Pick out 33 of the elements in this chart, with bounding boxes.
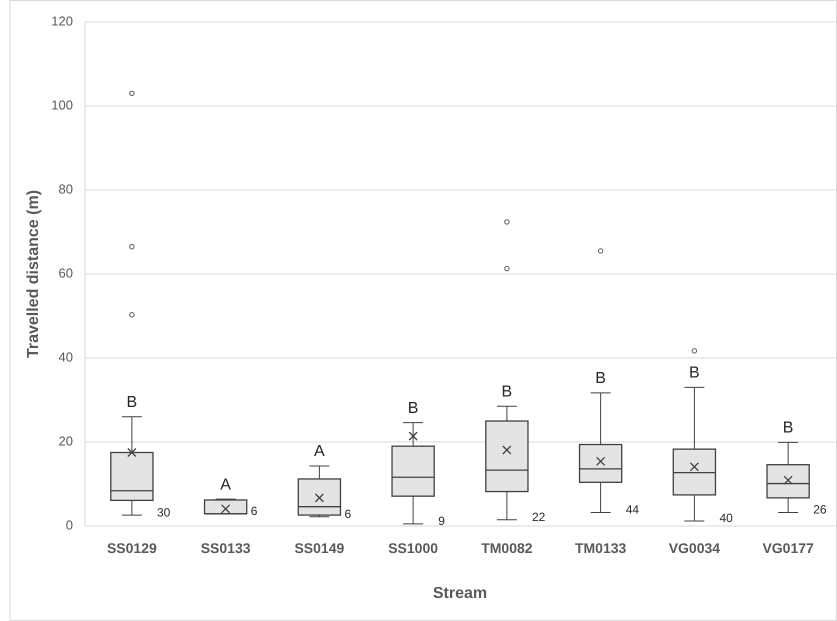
annotation: 30 (156, 505, 171, 520)
y-tick-label: 60 (58, 265, 73, 280)
annotation: 26 (813, 502, 827, 517)
annotation: A (314, 443, 326, 460)
y-tick-label: 80 (58, 181, 73, 196)
x-tick-label: SS0129 (106, 540, 157, 556)
x-tick-label: VG0177 (762, 540, 814, 556)
y-tick-label: 40 (58, 349, 73, 364)
y-axis-title: Travelled distance (m) (25, 190, 42, 358)
annotation: 40 (719, 511, 734, 526)
annotation: A (220, 476, 232, 494)
annotation: B (502, 384, 512, 401)
x-tick-label: TM0082 (481, 540, 533, 556)
annotation: B (595, 370, 606, 388)
x-axis-title: Stream (432, 585, 488, 602)
y-tick-label: 20 (58, 433, 73, 448)
x-tick-label: TM0133 (574, 540, 627, 556)
annotation: 9 (438, 514, 446, 528)
annotation: 6 (344, 506, 352, 521)
x-tick-label: SS0133 (200, 540, 251, 556)
y-tick-label: 120 (51, 13, 73, 28)
annotation: 6 (250, 504, 258, 518)
x-tick-label: SS0149 (294, 540, 344, 556)
y-tick-label: 100 (51, 97, 73, 112)
x-tick-label: VG0034 (668, 540, 720, 556)
annotation: 44 (626, 502, 640, 517)
annotation: 22 (532, 510, 546, 524)
annotation: B (689, 364, 700, 382)
x-tick-label: SS1000 (388, 540, 438, 556)
annotation: B (408, 400, 418, 417)
y-tick-label: 0 (66, 517, 73, 532)
annotation: B (782, 420, 794, 437)
annotation: B (126, 394, 138, 412)
